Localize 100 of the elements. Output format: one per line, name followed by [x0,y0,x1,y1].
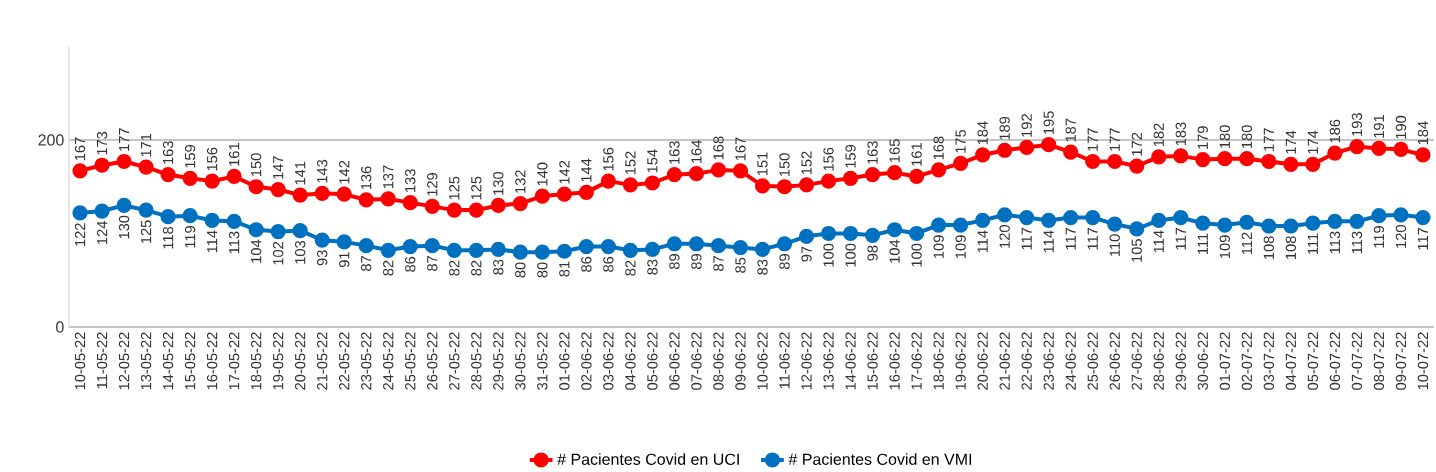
data-label: 163 [162,141,174,164]
x-tick-label: 09-06-22 [735,332,746,390]
data-label: 159 [184,144,196,168]
data-label: 151 [757,152,768,176]
data-label: 180 [1241,125,1253,148]
data-label: 173 [96,131,108,155]
data-label: 125 [449,176,460,200]
data-label: 191 [1373,114,1385,138]
data-label: 168 [713,136,724,160]
x-tick-label: 08-06-22 [713,332,724,390]
data-label: 113 [228,231,240,254]
data-label: 82 [471,260,482,276]
data-label: 111 [1197,233,1208,254]
data-label: 117 [1065,227,1076,250]
data-label: 186 [1329,119,1341,143]
x-tick-label: 24-06-22 [1065,332,1076,390]
data-label: 156 [206,147,218,171]
x-tick-label: 13-06-22 [823,332,834,390]
data-label: 114 [1043,230,1054,253]
data-label: 177 [119,128,130,151]
data-label: 142 [559,160,570,184]
data-label: 195 [1043,111,1054,134]
data-label: 112 [1241,232,1252,255]
x-tick-label: 02-07-22 [1241,332,1253,390]
data-label: 85 [735,257,746,273]
data-label: 114 [1153,230,1164,253]
data-label: 147 [273,156,284,179]
x-tick-label: 13-05-22 [140,332,152,390]
x-tick-label: 24-05-22 [383,332,394,390]
data-label: 177 [1087,128,1098,151]
x-tick-label: 26-05-22 [427,332,438,390]
x-tick-label: 25-06-22 [1087,332,1098,390]
data-label: 154 [647,149,658,173]
data-label: 83 [493,259,504,275]
data-label: 187 [1065,118,1076,142]
data-label: 81 [559,261,570,277]
data-label: 105 [1131,238,1142,262]
legend-label: # Pacientes Covid en VMI [788,453,972,465]
data-label: 104 [889,239,900,263]
x-tick-label: 04-06-22 [625,332,636,390]
x-tick-label: 19-05-22 [272,332,284,390]
data-label: 109 [933,235,944,258]
x-tick-label: 17-05-22 [228,332,240,390]
data-label: 161 [911,143,922,166]
x-tick-label: 29-05-22 [493,332,504,390]
data-label: 124 [96,221,108,244]
x-tick-label: 22-06-22 [1021,332,1032,390]
data-label: 82 [383,260,394,276]
data-label: 168 [933,136,944,160]
data-label: 83 [757,259,768,275]
x-tick-label: 22-05-22 [339,332,350,390]
x-tick-label: 07-07-22 [1351,332,1363,390]
x-tick-label: 21-06-22 [999,332,1010,390]
x-tick-label: 28-06-22 [1153,332,1164,390]
data-label: 100 [845,243,856,267]
data-label: 109 [1219,235,1230,258]
x-tick-label: 20-06-22 [977,332,988,390]
data-label: 104 [250,239,262,263]
data-label: 110 [1109,234,1120,256]
data-label: 177 [1263,128,1274,151]
data-label: 89 [779,254,790,269]
data-label: 117 [1087,227,1098,250]
data-label: 102 [272,241,284,265]
x-tick-label: 10-06-22 [757,332,768,390]
data-label: 100 [823,243,834,267]
data-label: 91 [339,252,350,268]
data-label: 120 [999,224,1010,248]
x-tick-label: 23-05-22 [361,332,372,390]
x-tick-label: 15-06-22 [867,332,878,390]
data-label: 141 [295,161,306,185]
data-label: 114 [207,230,218,253]
data-label: 150 [779,153,790,176]
x-tick-label: 02-06-22 [581,332,592,390]
data-label: 86 [581,256,592,272]
x-tick-label: 06-06-22 [669,332,680,390]
x-tick-label: 16-05-22 [206,332,218,390]
data-label: 136 [361,166,372,190]
data-label: 150 [250,153,262,176]
data-label: 179 [1197,126,1208,149]
data-label: 82 [625,260,636,276]
data-label: 93 [317,250,328,266]
data-label: 87 [361,255,372,271]
x-tick-label: 23-06-22 [1043,332,1054,390]
data-label: 130 [118,215,130,239]
data-label: 114 [977,230,988,253]
data-label: 167 [735,137,746,161]
x-tick-label: 05-07-22 [1307,332,1319,390]
data-label: 165 [889,139,900,162]
x-tick-label: 28-05-22 [471,332,482,390]
x-tick-label: 07-06-22 [691,332,702,390]
x-tick-label: 05-06-22 [647,332,658,390]
data-label: 80 [515,262,526,278]
x-tick-label: 27-06-22 [1131,332,1142,390]
x-tick-label: 14-06-22 [845,332,856,390]
data-label: 184 [1417,121,1429,145]
x-tick-label: 27-05-22 [449,332,460,390]
data-label: 142 [339,160,350,184]
data-label: 177 [1109,128,1120,151]
x-tick-label: 12-05-22 [118,332,130,390]
x-tick-label: 20-05-22 [295,332,306,390]
